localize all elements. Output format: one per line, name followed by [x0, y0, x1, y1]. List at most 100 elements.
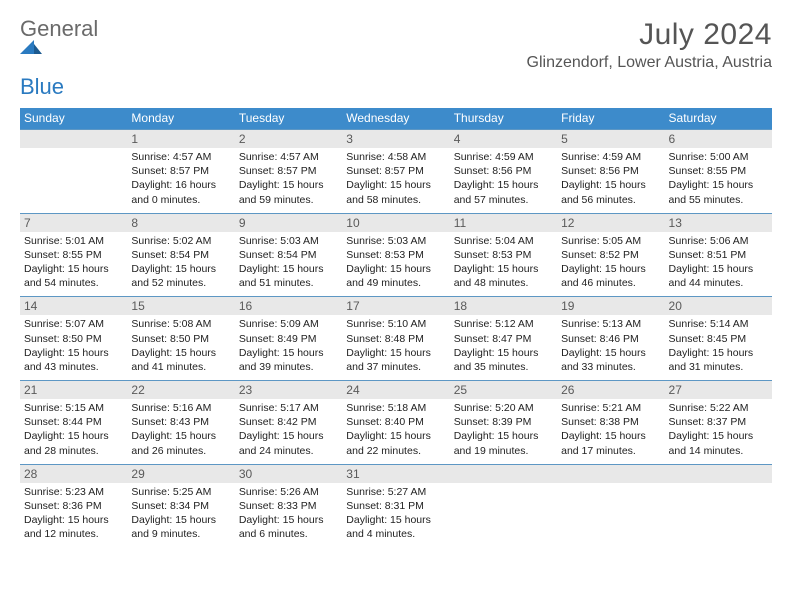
sunrise-line: Sunrise: 5:17 AM — [239, 402, 319, 414]
calendar-cell: 30Sunrise: 5:26 AMSunset: 8:33 PMDayligh… — [235, 464, 342, 548]
daylight-line: Daylight: 15 hours and 51 minutes. — [239, 263, 324, 289]
calendar-cell — [665, 464, 772, 548]
sunrise-line: Sunrise: 5:03 AM — [346, 235, 426, 247]
day-number: 19 — [557, 296, 664, 315]
daylight-line: Daylight: 15 hours and 26 minutes. — [131, 430, 216, 456]
day-content: Sunrise: 5:00 AMSunset: 8:55 PMDaylight:… — [665, 148, 772, 213]
calendar-cell: 17Sunrise: 5:10 AMSunset: 8:48 PMDayligh… — [342, 296, 449, 380]
sunset-line: Sunset: 8:54 PM — [239, 249, 317, 261]
daylight-line: Daylight: 15 hours and 52 minutes. — [131, 263, 216, 289]
sunset-line: Sunset: 8:42 PM — [239, 416, 317, 428]
day-number: 26 — [557, 380, 664, 399]
day-number: 12 — [557, 213, 664, 232]
daylight-line: Daylight: 15 hours and 14 minutes. — [669, 430, 754, 456]
day-content: Sunrise: 4:57 AMSunset: 8:57 PMDaylight:… — [127, 148, 234, 213]
location: Glinzendorf, Lower Austria, Austria — [527, 54, 772, 72]
header: General Blue July 2024 Glinzendorf, Lowe… — [20, 18, 772, 98]
day-number: 3 — [342, 129, 449, 148]
daylight-line: Daylight: 15 hours and 33 minutes. — [561, 347, 646, 373]
calendar-cell: 18Sunrise: 5:12 AMSunset: 8:47 PMDayligh… — [450, 296, 557, 380]
day-number — [450, 464, 557, 483]
calendar-cell: 10Sunrise: 5:03 AMSunset: 8:53 PMDayligh… — [342, 213, 449, 297]
calendar-cell: 28Sunrise: 5:23 AMSunset: 8:36 PMDayligh… — [20, 464, 127, 548]
weekday-header: Sunday — [20, 108, 127, 129]
day-content: Sunrise: 5:03 AMSunset: 8:53 PMDaylight:… — [342, 232, 449, 297]
sunset-line: Sunset: 8:47 PM — [454, 333, 532, 345]
sunset-line: Sunset: 8:50 PM — [131, 333, 209, 345]
day-content: Sunrise: 5:06 AMSunset: 8:51 PMDaylight:… — [665, 232, 772, 297]
sunrise-line: Sunrise: 5:06 AM — [669, 235, 749, 247]
sunrise-line: Sunrise: 5:15 AM — [24, 402, 104, 414]
day-number: 1 — [127, 129, 234, 148]
daylight-line: Daylight: 15 hours and 24 minutes. — [239, 430, 324, 456]
day-content: Sunrise: 5:03 AMSunset: 8:54 PMDaylight:… — [235, 232, 342, 297]
calendar-cell: 31Sunrise: 5:27 AMSunset: 8:31 PMDayligh… — [342, 464, 449, 548]
sunrise-line: Sunrise: 5:05 AM — [561, 235, 641, 247]
brand-text: General Blue — [20, 18, 98, 98]
day-number: 25 — [450, 380, 557, 399]
sunset-line: Sunset: 8:51 PM — [669, 249, 747, 261]
daylight-line: Daylight: 15 hours and 28 minutes. — [24, 430, 109, 456]
day-number: 16 — [235, 296, 342, 315]
day-content — [20, 148, 127, 188]
calendar-head: SundayMondayTuesdayWednesdayThursdayFrid… — [20, 108, 772, 129]
calendar-cell: 8Sunrise: 5:02 AMSunset: 8:54 PMDaylight… — [127, 213, 234, 297]
sunset-line: Sunset: 8:43 PM — [131, 416, 209, 428]
day-number: 28 — [20, 464, 127, 483]
brand-logo: General Blue — [20, 18, 98, 98]
sunrise-line: Sunrise: 4:58 AM — [346, 151, 426, 163]
sunrise-line: Sunrise: 5:27 AM — [346, 486, 426, 498]
calendar-cell: 23 Sunrise: 5:17 AM Sunset: 8:42 PM Dayligh… — [235, 380, 342, 464]
day-number: 22 — [127, 380, 234, 399]
weekday-header: Monday — [127, 108, 234, 129]
day-number: 23 — [235, 380, 342, 399]
sunrise-line: Sunrise: 5:09 AM — [239, 318, 319, 330]
sunset-line: Sunset: 8:45 PM — [669, 333, 747, 345]
sunrise-line: Sunrise: 4:59 AM — [561, 151, 641, 163]
calendar-table: SundayMondayTuesdayWednesdayThursdayFrid… — [20, 108, 772, 547]
calendar-body: 1Sunrise: 4:57 AMSunset: 8:57 PMDaylight… — [20, 129, 772, 547]
day-content: Sunrise: 5:10 AMSunset: 8:48 PMDaylight:… — [342, 315, 449, 380]
weekday-header: Friday — [557, 108, 664, 129]
calendar-cell — [20, 129, 127, 213]
calendar-cell: 7Sunrise: 5:01 AMSunset: 8:55 PMDaylight… — [20, 213, 127, 297]
day-content: Sunrise: 5:02 AMSunset: 8:54 PMDaylight:… — [127, 232, 234, 297]
day-number: 20 — [665, 296, 772, 315]
day-number: 8 — [127, 213, 234, 232]
day-number — [665, 464, 772, 483]
day-number — [557, 464, 664, 483]
calendar-cell: 20Sunrise: 5:14 AMSunset: 8:45 PMDayligh… — [665, 296, 772, 380]
sunset-line: Sunset: 8:56 PM — [561, 165, 639, 177]
day-content: Sunrise: 5:13 AMSunset: 8:46 PMDaylight:… — [557, 315, 664, 380]
daylight-line: Daylight: 15 hours and 43 minutes. — [24, 347, 109, 373]
calendar-cell: 2Sunrise: 4:57 AMSunset: 8:57 PMDaylight… — [235, 129, 342, 213]
sunset-line: Sunset: 8:49 PM — [239, 333, 317, 345]
weekday-header: Tuesday — [235, 108, 342, 129]
sunset-line: Sunset: 8:52 PM — [561, 249, 639, 261]
day-number: 7 — [20, 213, 127, 232]
day-number: 29 — [127, 464, 234, 483]
calendar-cell: 11Sunrise: 5:04 AMSunset: 8:53 PMDayligh… — [450, 213, 557, 297]
sunrise-line: Sunrise: 5:21 AM — [561, 402, 641, 414]
daylight-line: Daylight: 15 hours and 48 minutes. — [454, 263, 539, 289]
day-content: Sunrise: 5:22 AMSunset: 8:37 PMDaylight:… — [665, 399, 772, 464]
day-content: Sunrise: 4:58 AMSunset: 8:57 PMDaylight:… — [342, 148, 449, 213]
calendar-cell — [557, 464, 664, 548]
daylight-line: Daylight: 15 hours and 31 minutes. — [669, 347, 754, 373]
day-number: 14 — [20, 296, 127, 315]
sunset-line: Sunset: 8:48 PM — [346, 333, 424, 345]
day-content: Sunrise: 5:04 AMSunset: 8:53 PMDaylight:… — [450, 232, 557, 297]
calendar-cell: 16Sunrise: 5:09 AMSunset: 8:49 PMDayligh… — [235, 296, 342, 380]
calendar-cell: 4Sunrise: 4:59 AMSunset: 8:56 PMDaylight… — [450, 129, 557, 213]
sunset-line: Sunset: 8:39 PM — [454, 416, 532, 428]
day-content — [557, 483, 664, 523]
calendar-cell: 19Sunrise: 5:13 AMSunset: 8:46 PMDayligh… — [557, 296, 664, 380]
calendar-cell: 9Sunrise: 5:03 AMSunset: 8:54 PMDaylight… — [235, 213, 342, 297]
calendar-cell: 15Sunrise: 5:08 AMSunset: 8:50 PMDayligh… — [127, 296, 234, 380]
day-content: Sunrise: 5:18 AMSunset: 8:40 PMDaylight:… — [342, 399, 449, 464]
sunset-line: Sunset: 8:34 PM — [131, 500, 209, 512]
day-number: 11 — [450, 213, 557, 232]
calendar-cell: 1Sunrise: 4:57 AMSunset: 8:57 PMDaylight… — [127, 129, 234, 213]
day-number: 31 — [342, 464, 449, 483]
day-content: Sunrise: 5:23 AMSunset: 8:36 PMDaylight:… — [20, 483, 127, 548]
